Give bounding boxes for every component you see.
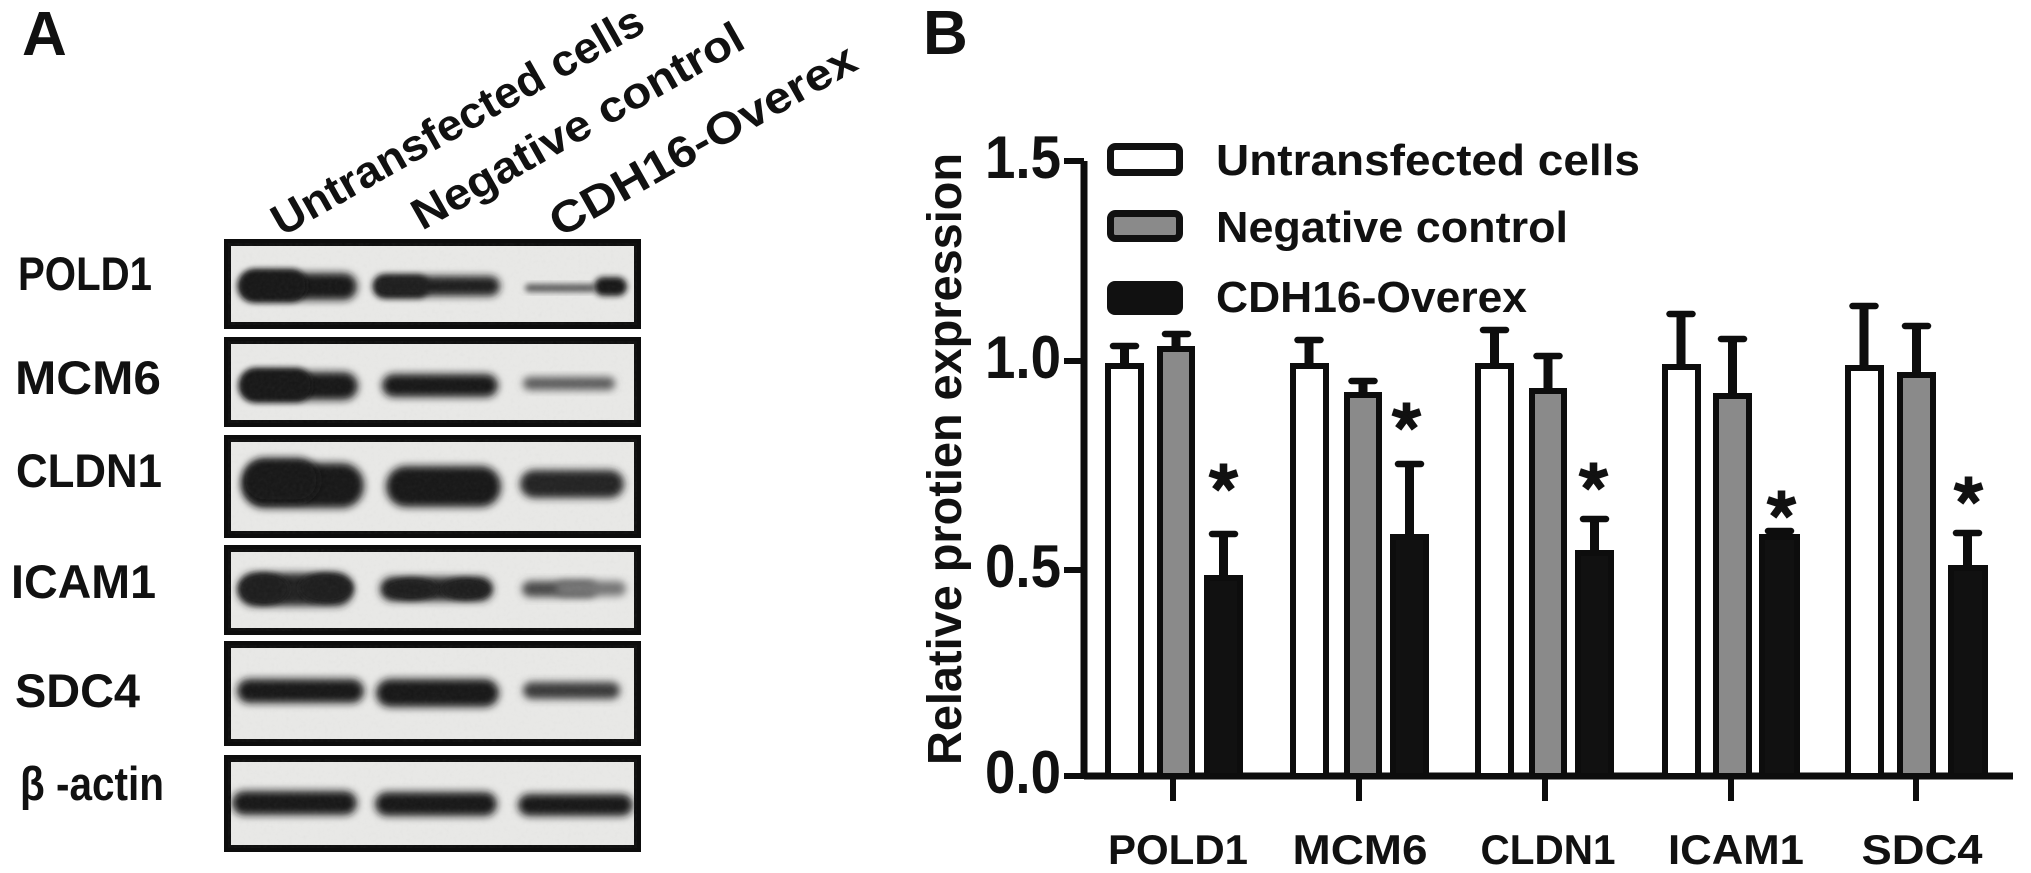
svg-text:Relative protien expression: Relative protien expression <box>919 153 972 765</box>
svg-text:ICAM1: ICAM1 <box>1668 826 1804 873</box>
svg-text:SDC4: SDC4 <box>15 664 140 717</box>
svg-text:CLDN1: CLDN1 <box>16 444 162 497</box>
svg-text:1.5: 1.5 <box>985 124 1061 191</box>
svg-text:MCM6: MCM6 <box>15 351 161 404</box>
svg-text:POLD1: POLD1 <box>1108 826 1248 873</box>
svg-text:0.5: 0.5 <box>985 533 1061 600</box>
svg-text:ICAM1: ICAM1 <box>11 555 156 608</box>
svg-text:1.0: 1.0 <box>985 324 1061 391</box>
svg-text:CLDN1: CLDN1 <box>1481 826 1616 873</box>
svg-text:SDC4: SDC4 <box>1862 826 1984 873</box>
svg-text:0.0: 0.0 <box>985 739 1061 806</box>
svg-text:MCM6: MCM6 <box>1293 826 1428 873</box>
svg-text:Untransfected cells: Untransfected cells <box>1216 136 1640 185</box>
svg-text:CDH16-Overex: CDH16-Overex <box>1216 273 1528 322</box>
svg-text:β -actin: β -actin <box>20 757 164 810</box>
svg-text:POLD1: POLD1 <box>18 247 152 300</box>
svg-text:B: B <box>923 0 968 68</box>
svg-text:Negative control: Negative control <box>1216 203 1568 252</box>
svg-text:A: A <box>22 0 67 69</box>
